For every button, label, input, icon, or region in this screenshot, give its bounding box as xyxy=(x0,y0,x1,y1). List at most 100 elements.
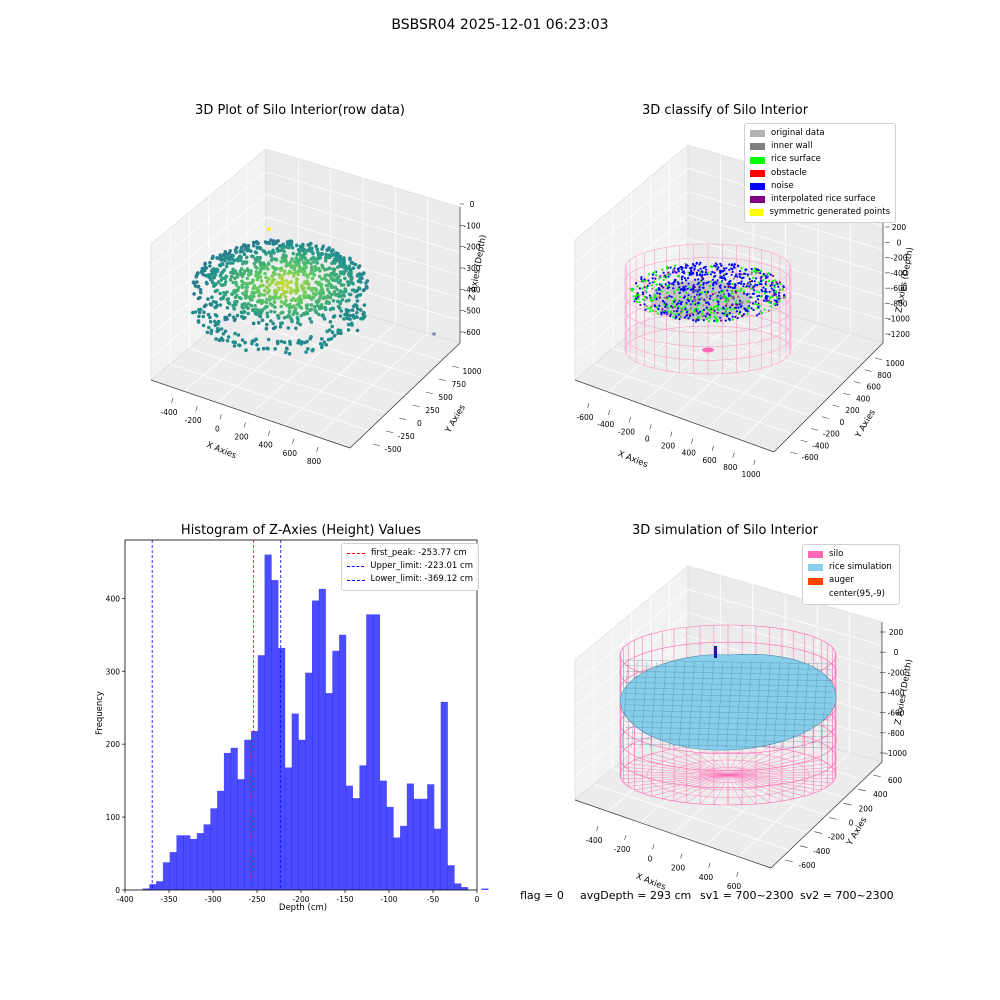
raw-data-point xyxy=(244,305,249,309)
raw-data-point xyxy=(288,342,293,346)
classified-point xyxy=(762,286,765,289)
raw-data-point xyxy=(343,276,347,281)
raw-data-point xyxy=(323,295,327,299)
classified-point xyxy=(699,267,702,270)
classified-point xyxy=(772,279,775,283)
classified-point xyxy=(705,282,708,285)
raw-data-point xyxy=(289,239,294,244)
cls-x-tick-label: 800 xyxy=(723,463,738,472)
raw-data-point xyxy=(295,303,300,307)
auger-marker xyxy=(714,646,717,658)
classified-point xyxy=(698,263,701,266)
classified-point xyxy=(660,313,663,316)
classified-point xyxy=(740,287,743,290)
classified-point xyxy=(697,319,700,322)
classified-point xyxy=(769,305,773,308)
raw-data-point xyxy=(327,300,331,305)
classified-point xyxy=(740,266,743,270)
classified-point xyxy=(705,296,709,299)
rice-mesh-line xyxy=(678,661,686,749)
raw-data-point xyxy=(269,238,273,242)
histogram-bar xyxy=(223,752,231,890)
raw-data-point xyxy=(365,279,370,283)
histogram-x-tick-label: -100 xyxy=(380,895,397,904)
histogram-bar xyxy=(210,808,218,890)
raw-data-point xyxy=(338,262,343,267)
cls-x-tick-label: -200 xyxy=(618,427,635,436)
rice-mesh-line xyxy=(624,671,834,676)
raw-data-point xyxy=(279,339,284,344)
raw-data-point xyxy=(251,308,255,313)
raw-data-point xyxy=(305,311,310,316)
raw-data-point xyxy=(355,299,360,303)
classified-point xyxy=(738,303,741,306)
raw-data-point xyxy=(312,305,317,309)
classified-point xyxy=(671,282,674,285)
classified-point xyxy=(676,268,679,271)
raw-data-point xyxy=(342,317,346,321)
raw-data-point xyxy=(306,347,310,351)
histogram-bar xyxy=(433,828,442,890)
cls-x-tick-label: -600 xyxy=(576,413,593,422)
rice-mesh-line xyxy=(783,661,790,749)
classified-point xyxy=(677,313,681,316)
classified-point xyxy=(708,309,711,312)
classified-point xyxy=(748,301,752,304)
classified-point xyxy=(674,299,678,302)
classified-point xyxy=(728,318,732,321)
classified-point xyxy=(692,288,695,291)
raw-data-point xyxy=(242,243,247,247)
classified-point xyxy=(643,303,646,306)
classified-point xyxy=(683,272,686,275)
classified-point xyxy=(654,295,657,298)
raw-data-point xyxy=(224,274,228,279)
raw-data-point xyxy=(288,302,292,307)
classified-point xyxy=(669,310,673,313)
histogram-x-tick-label: -150 xyxy=(336,895,353,904)
classified-point xyxy=(695,318,698,321)
raw-data-point xyxy=(286,245,290,249)
histogram-bar xyxy=(332,650,340,890)
raw-data-point xyxy=(223,329,228,334)
classified-point xyxy=(688,271,692,274)
raw-data-point xyxy=(253,303,257,308)
classify-legend-item: rice surface xyxy=(750,153,890,166)
raw-data-point xyxy=(254,251,259,255)
raw-data-point xyxy=(288,316,293,320)
sim-y-tick-label: -600 xyxy=(798,861,815,870)
classified-point xyxy=(768,272,771,275)
rice-mesh-line xyxy=(624,743,834,749)
raw-data-point xyxy=(347,281,352,286)
rice-simulation-surface xyxy=(619,653,837,751)
raw-data-point xyxy=(269,319,273,323)
raw-data-point xyxy=(314,288,319,293)
cls-y-tick xyxy=(789,451,798,455)
classified-point xyxy=(730,308,733,311)
raw-data-point xyxy=(261,300,266,304)
classified-point xyxy=(775,296,779,299)
classified-point xyxy=(684,285,687,288)
classified-point xyxy=(634,297,638,300)
histogram-bar xyxy=(237,779,245,890)
raw-data-point xyxy=(207,325,211,330)
raw-data-point xyxy=(320,345,324,350)
classified-point xyxy=(758,312,761,315)
classified-point xyxy=(646,284,649,287)
raw-data-point xyxy=(352,304,356,309)
raw-data-point xyxy=(329,336,334,341)
classified-point xyxy=(752,289,756,292)
classified-point xyxy=(727,299,730,302)
raw-data-point xyxy=(212,271,217,276)
classified-point xyxy=(750,267,753,271)
histogram-bar xyxy=(420,798,428,890)
classified-point xyxy=(673,270,676,273)
histogram-bar xyxy=(461,887,469,890)
raw-z-tick-label: 0 xyxy=(470,200,475,209)
sim-grid xyxy=(574,588,883,684)
classified-point xyxy=(635,295,638,298)
classified-point xyxy=(748,304,751,308)
raw-data-point xyxy=(357,286,361,290)
raw-data-point xyxy=(255,343,259,347)
raw-data-point xyxy=(244,285,248,290)
histogram-bar xyxy=(278,647,286,890)
